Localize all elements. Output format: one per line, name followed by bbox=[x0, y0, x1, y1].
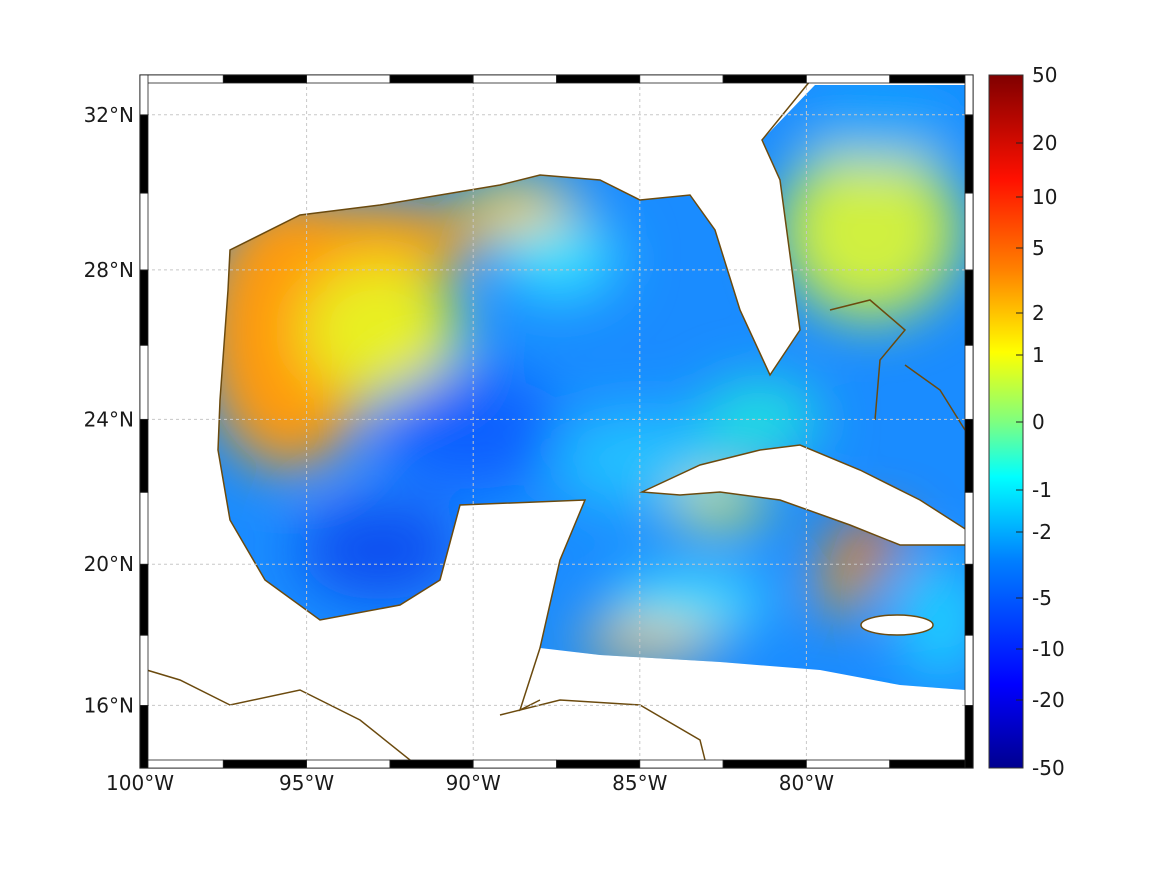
lat-label: 24°N bbox=[84, 407, 134, 431]
colorbar-tick-label: -1 bbox=[1032, 478, 1052, 502]
colorbar-tick-label: 0 bbox=[1032, 410, 1045, 434]
colorbar-tick-label: 20 bbox=[1032, 131, 1057, 155]
lat-label: 20°N bbox=[84, 552, 134, 576]
lat-label: 32°N bbox=[84, 103, 134, 127]
colorbar-tick-label: -20 bbox=[1032, 688, 1065, 712]
lon-label: 95°W bbox=[279, 771, 334, 795]
axis-labels: 100°W 95°W 90°W 85°W 80°W 32°N 28°N 24°N 20°N 16°… bbox=[84, 103, 835, 795]
graticule bbox=[140, 75, 973, 768]
lon-label: 100°W bbox=[106, 771, 174, 795]
colorbar-tick-label: 50 bbox=[1032, 63, 1057, 87]
colorbar-tick-label: -10 bbox=[1032, 637, 1065, 661]
colorbar-tick-label: -50 bbox=[1032, 756, 1065, 780]
lat-label: 28°N bbox=[84, 258, 134, 282]
colorbar-tick-label: -5 bbox=[1032, 586, 1052, 610]
map-frame bbox=[139, 74, 974, 769]
lon-label: 80°W bbox=[779, 771, 834, 795]
colorbar-tick-label: 10 bbox=[1032, 185, 1057, 209]
sea-level-field bbox=[218, 85, 965, 690]
lon-label: 85°W bbox=[612, 771, 667, 795]
jamaica bbox=[860, 614, 934, 636]
colorbar-tick-label: -2 bbox=[1032, 520, 1052, 544]
lat-label: 16°N bbox=[84, 693, 134, 717]
colorbar-tick-label: 2 bbox=[1032, 301, 1045, 325]
colorbar-tick-label: 1 bbox=[1032, 343, 1045, 367]
colorbar-tick-label: 5 bbox=[1032, 236, 1045, 260]
lon-label: 90°W bbox=[446, 771, 501, 795]
